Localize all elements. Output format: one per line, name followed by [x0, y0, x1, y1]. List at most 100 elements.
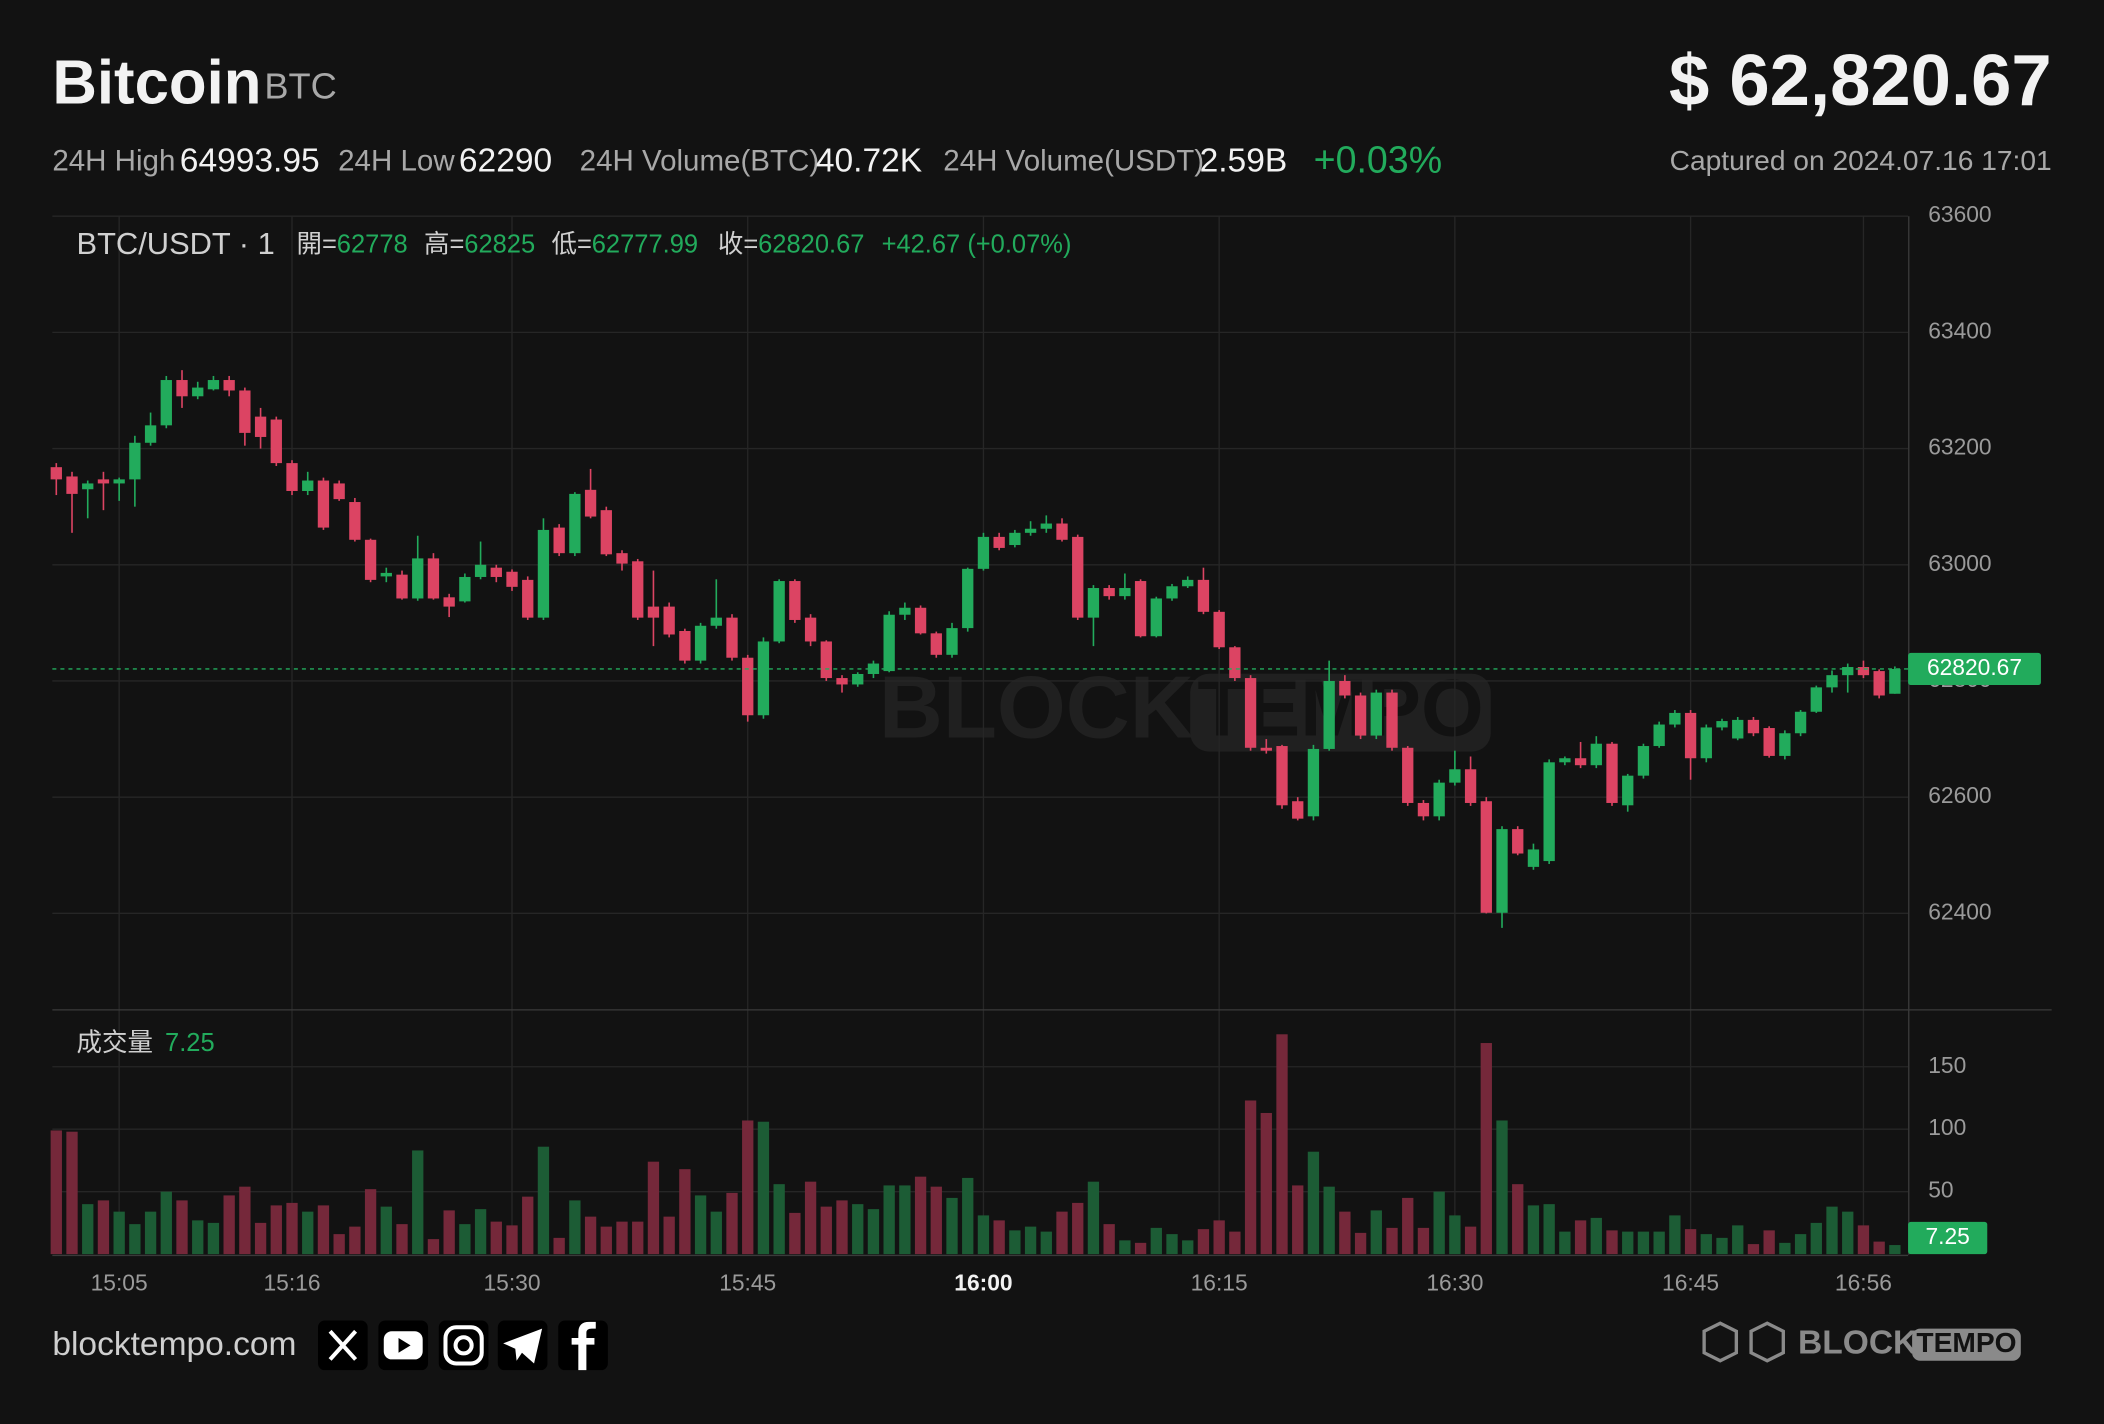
candle-body	[254, 416, 267, 437]
v-tick-label: 50	[1928, 1177, 1953, 1203]
volume-bar	[333, 1234, 345, 1255]
volume-bar	[1794, 1234, 1807, 1255]
x-tick-label: 15:16	[263, 1269, 320, 1295]
candle-body	[1213, 611, 1225, 648]
candle-body	[1292, 801, 1304, 819]
volume-bar	[1889, 1245, 1901, 1255]
volume-bar	[1496, 1120, 1508, 1255]
volume-bar	[883, 1185, 895, 1255]
candle-body	[1842, 667, 1854, 676]
volume-bar	[113, 1211, 125, 1255]
volume-bar	[239, 1186, 251, 1255]
candle-body	[302, 480, 314, 491]
volume-bar	[192, 1220, 204, 1255]
coin-symbol: BTC	[264, 65, 336, 106]
volume-bar	[1637, 1231, 1650, 1255]
ohlc-key: 收=	[718, 230, 758, 258]
volume-bar	[1810, 1222, 1822, 1255]
candle-body	[1307, 748, 1320, 817]
candle-body	[584, 489, 597, 517]
candle-body	[1276, 746, 1288, 806]
volume-bar	[852, 1204, 864, 1255]
candle-body	[930, 633, 942, 655]
volume-bar	[490, 1221, 502, 1255]
candle-body	[192, 387, 204, 397]
volume-bar	[1747, 1244, 1760, 1255]
volume-bar	[1197, 1229, 1210, 1255]
stat-label: 24H Low	[338, 144, 455, 177]
youtube-play	[398, 1337, 411, 1353]
candle-body	[443, 597, 455, 607]
coin-name: Bitcoin	[52, 49, 261, 118]
candle-body	[113, 479, 125, 484]
volume-bar	[349, 1226, 361, 1255]
volume-bar	[1480, 1043, 1492, 1255]
volume-bar	[1260, 1112, 1272, 1255]
volume-bar	[616, 1221, 628, 1255]
volume-bar	[1276, 1034, 1288, 1255]
candle-body	[97, 479, 110, 484]
volume-bar	[867, 1209, 880, 1255]
volume-bar	[1024, 1226, 1037, 1255]
candle-body	[914, 607, 927, 634]
instagram-icon[interactable]	[438, 1320, 489, 1371]
x-tick-label: 15:30	[483, 1269, 540, 1295]
volume-bar	[129, 1224, 141, 1255]
candle-body	[1496, 829, 1508, 913]
volume-bar	[899, 1185, 911, 1255]
candle-body	[317, 480, 330, 528]
volume-bar	[820, 1206, 832, 1255]
candle-body	[1009, 532, 1021, 546]
candle-body	[1433, 782, 1445, 817]
volume-bar	[270, 1205, 282, 1255]
candle-body	[569, 493, 581, 554]
volume-bar	[694, 1195, 707, 1255]
volume-bar	[1417, 1227, 1430, 1255]
volume-bar	[914, 1176, 927, 1255]
candle-body	[1386, 692, 1398, 748]
social-icons	[318, 1320, 608, 1371]
candle-body	[647, 606, 660, 618]
volume-bar	[82, 1204, 94, 1255]
volume-bar	[160, 1191, 172, 1255]
volume-bar	[1103, 1224, 1115, 1255]
candle-body	[537, 529, 550, 618]
candle-body	[490, 567, 502, 577]
stat-value: 2.59B	[1200, 142, 1288, 179]
candle-body	[1072, 536, 1084, 618]
stat-value: 40.72K	[816, 142, 922, 179]
candle-body	[1449, 769, 1461, 783]
volume-bar	[1339, 1211, 1351, 1255]
candle-body	[396, 574, 408, 599]
volume-bar	[1873, 1241, 1885, 1255]
telegram-glyph	[503, 1328, 543, 1364]
logo-mark	[1702, 1321, 1785, 1363]
ohlc-value: 62778	[337, 230, 408, 258]
stat-label: 24H High	[52, 144, 175, 177]
volume-bar	[1182, 1240, 1194, 1255]
volume-bar	[1622, 1231, 1634, 1255]
candle-body	[474, 564, 487, 577]
ohlc-value: 62777.99	[592, 230, 698, 258]
volume-bar	[632, 1221, 644, 1255]
last-volume-badge	[1908, 1221, 1988, 1255]
volume-bar	[380, 1206, 392, 1255]
candle-body	[836, 678, 848, 685]
volume-bar	[1763, 1230, 1775, 1255]
candle-body	[679, 631, 691, 661]
y-tick-label: 63000	[1928, 550, 1991, 576]
instagram-lens	[453, 1335, 474, 1356]
volume-bar	[1307, 1151, 1320, 1255]
candle-body	[1810, 687, 1822, 712]
candle-body	[1119, 588, 1131, 597]
volume-bar	[1213, 1220, 1225, 1255]
candle-body	[899, 607, 911, 615]
x-tick-label: 16:30	[1426, 1269, 1483, 1295]
volume-bar	[207, 1222, 220, 1255]
candle-body	[1684, 712, 1697, 759]
volume-value: 7.25	[165, 1029, 215, 1057]
candle-body	[522, 579, 534, 618]
instagram-glyph	[443, 1325, 484, 1366]
candle-body	[993, 536, 1005, 548]
